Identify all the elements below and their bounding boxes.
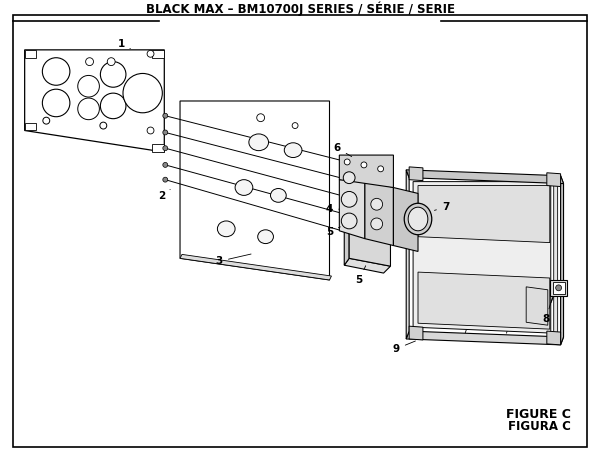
Circle shape bbox=[100, 93, 126, 119]
Circle shape bbox=[78, 98, 100, 120]
Circle shape bbox=[86, 58, 94, 66]
Polygon shape bbox=[418, 186, 550, 243]
Circle shape bbox=[163, 113, 168, 118]
Polygon shape bbox=[409, 167, 423, 181]
Text: 9: 9 bbox=[393, 341, 415, 354]
Circle shape bbox=[100, 122, 107, 129]
Polygon shape bbox=[406, 331, 563, 345]
Circle shape bbox=[361, 162, 367, 168]
Bar bbox=[553, 282, 565, 294]
Circle shape bbox=[147, 127, 154, 134]
Text: BLACK MAX – BM10700J SERIES / SÉRIE / SERIE: BLACK MAX – BM10700J SERIES / SÉRIE / SE… bbox=[146, 2, 455, 16]
Polygon shape bbox=[547, 173, 560, 187]
Polygon shape bbox=[365, 180, 394, 246]
Circle shape bbox=[371, 198, 383, 210]
Text: 3: 3 bbox=[216, 254, 251, 266]
Circle shape bbox=[356, 233, 361, 238]
Polygon shape bbox=[406, 170, 563, 183]
Polygon shape bbox=[413, 182, 551, 333]
Text: 1: 1 bbox=[118, 39, 130, 49]
Polygon shape bbox=[25, 50, 37, 58]
Polygon shape bbox=[394, 187, 418, 252]
Polygon shape bbox=[418, 272, 550, 329]
Ellipse shape bbox=[404, 203, 432, 235]
Text: FIGURE C: FIGURE C bbox=[506, 408, 571, 420]
Ellipse shape bbox=[235, 180, 253, 195]
Text: 7: 7 bbox=[434, 202, 449, 212]
Circle shape bbox=[123, 73, 163, 113]
Circle shape bbox=[341, 213, 357, 229]
Polygon shape bbox=[554, 178, 557, 339]
Polygon shape bbox=[152, 144, 164, 152]
Circle shape bbox=[556, 285, 562, 291]
Polygon shape bbox=[547, 331, 560, 345]
Text: 2: 2 bbox=[158, 189, 170, 202]
Text: 6: 6 bbox=[334, 143, 352, 157]
Circle shape bbox=[371, 218, 383, 230]
Circle shape bbox=[163, 146, 168, 151]
Ellipse shape bbox=[271, 188, 286, 202]
Ellipse shape bbox=[258, 230, 274, 243]
Text: 8: 8 bbox=[542, 302, 551, 324]
Polygon shape bbox=[180, 254, 331, 280]
Polygon shape bbox=[526, 287, 548, 325]
Polygon shape bbox=[344, 231, 349, 265]
Circle shape bbox=[292, 123, 298, 128]
Polygon shape bbox=[25, 50, 164, 152]
Circle shape bbox=[356, 180, 361, 185]
Circle shape bbox=[343, 172, 355, 183]
Polygon shape bbox=[344, 258, 391, 273]
Polygon shape bbox=[180, 101, 329, 280]
Text: 4: 4 bbox=[326, 204, 340, 214]
Circle shape bbox=[43, 58, 70, 85]
Circle shape bbox=[100, 62, 126, 87]
Circle shape bbox=[356, 216, 361, 221]
Polygon shape bbox=[340, 155, 394, 187]
Text: FIGURA C: FIGURA C bbox=[508, 420, 571, 433]
Circle shape bbox=[78, 76, 100, 97]
Circle shape bbox=[107, 58, 115, 66]
Polygon shape bbox=[409, 326, 423, 340]
Text: 5: 5 bbox=[326, 227, 340, 237]
Circle shape bbox=[257, 114, 265, 121]
Polygon shape bbox=[340, 180, 365, 239]
Text: 5: 5 bbox=[355, 266, 365, 285]
Polygon shape bbox=[349, 231, 391, 266]
Polygon shape bbox=[560, 176, 563, 345]
Circle shape bbox=[163, 177, 168, 182]
Circle shape bbox=[356, 198, 361, 203]
Ellipse shape bbox=[408, 207, 428, 231]
Polygon shape bbox=[152, 50, 164, 58]
Ellipse shape bbox=[217, 221, 235, 237]
Bar bbox=[550, 280, 568, 296]
Circle shape bbox=[344, 159, 350, 165]
Circle shape bbox=[43, 89, 70, 117]
Circle shape bbox=[43, 117, 50, 124]
Circle shape bbox=[163, 130, 168, 135]
Circle shape bbox=[377, 166, 383, 172]
Circle shape bbox=[163, 162, 168, 167]
Ellipse shape bbox=[249, 134, 269, 151]
Polygon shape bbox=[25, 123, 37, 131]
Ellipse shape bbox=[284, 143, 302, 157]
Circle shape bbox=[341, 192, 357, 207]
Circle shape bbox=[147, 51, 154, 57]
Polygon shape bbox=[406, 170, 409, 339]
Circle shape bbox=[356, 162, 361, 167]
